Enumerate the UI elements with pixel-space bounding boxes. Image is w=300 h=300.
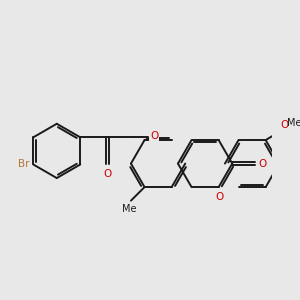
Text: O: O [103, 169, 112, 179]
Text: O: O [150, 131, 158, 141]
Text: Br: Br [18, 160, 30, 170]
Text: O: O [258, 159, 266, 169]
Text: O: O [280, 120, 288, 130]
Text: Me: Me [122, 204, 136, 214]
Text: O: O [215, 193, 224, 202]
Text: Me: Me [287, 118, 300, 128]
